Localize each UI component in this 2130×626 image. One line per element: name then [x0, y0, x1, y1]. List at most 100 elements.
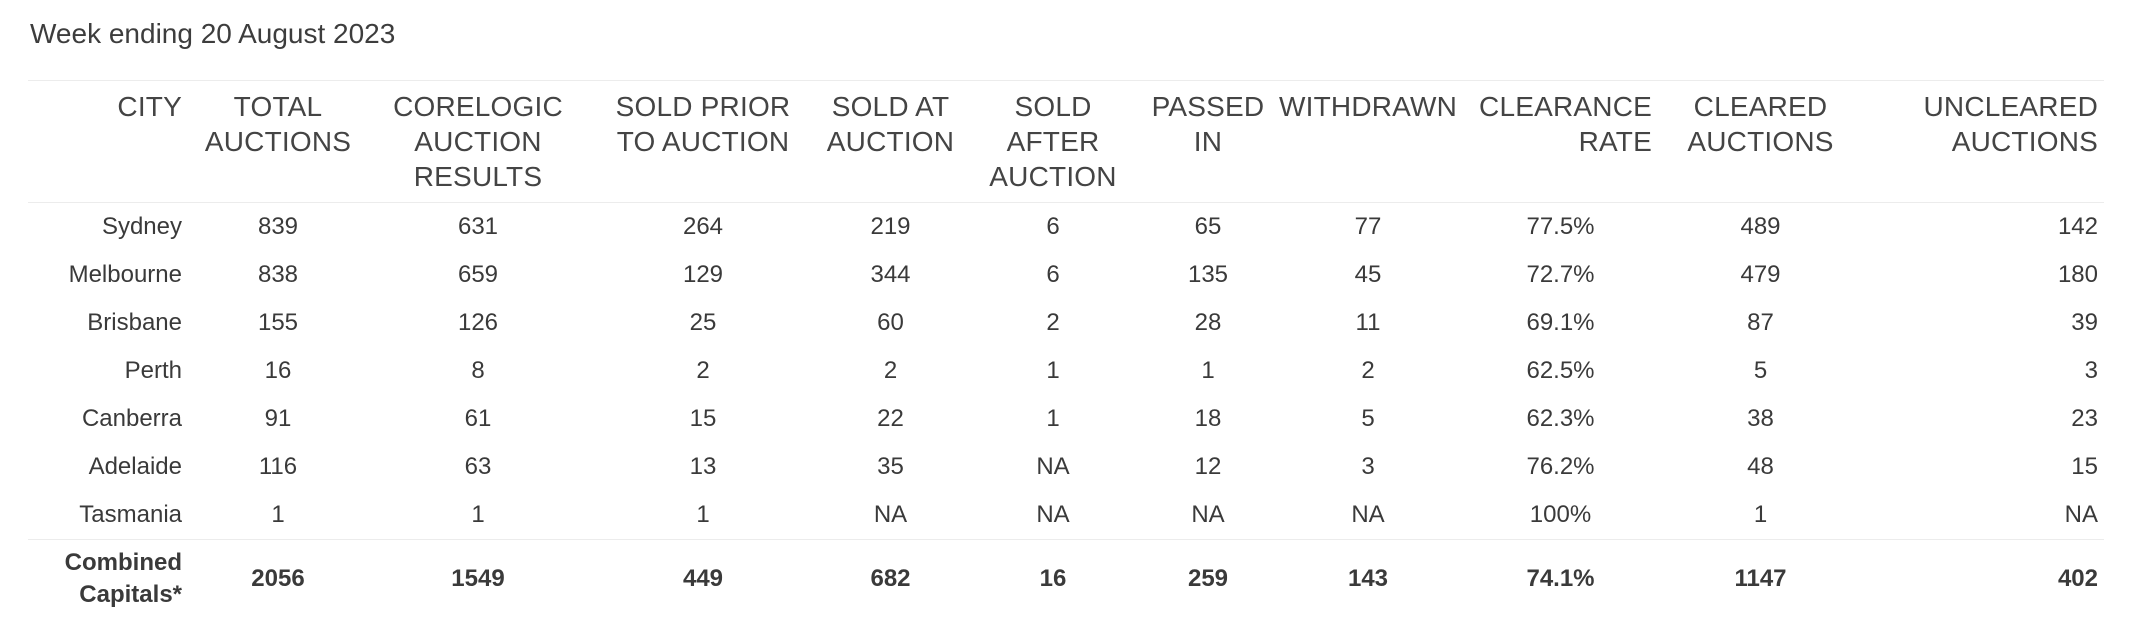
col-header-line: AUCTIONS [1951, 126, 2098, 157]
cell-sold-at: NA [873, 501, 908, 528]
cell-total: 16 [264, 357, 292, 384]
cell-sold-prior: 1 [696, 501, 710, 528]
header-row: CITY TOTAL AUCTIONS CORELOGIC AUCTION RE… [28, 80, 2104, 203]
cell-corelogic: 1 [471, 501, 485, 528]
cell-passed-in: 259 [1187, 565, 1229, 592]
col-header-line: UNCLEARED [1923, 91, 2098, 122]
cell-cleared: 1147 [1734, 565, 1787, 592]
col-header-line: AUCTION [414, 126, 542, 157]
cell-city: Canberra [81, 405, 182, 432]
cell-city: Adelaide [88, 453, 182, 480]
col-header-passed-in: PASSED IN [1143, 81, 1273, 203]
cell-uncleared: 3 [2084, 357, 2098, 384]
col-header-line: TO AUCTION [616, 126, 790, 157]
total-label-line: Combined [64, 549, 182, 576]
cell-sold-at: 35 [877, 453, 904, 480]
cell-sold-at: 60 [877, 309, 904, 336]
cell-uncleared: NA [2064, 501, 2098, 528]
cell-uncleared: 39 [2071, 309, 2098, 336]
cell-withdrawn: 45 [1354, 261, 1382, 288]
cell-sold-at: 219 [870, 213, 911, 240]
cell-city: Melbourne [68, 261, 182, 288]
cell-sold-prior: 264 [682, 213, 724, 240]
cell-total: 2056 [251, 565, 305, 592]
cell-clearance-rate: 62.3% [1526, 405, 1595, 432]
cell-corelogic: 659 [457, 261, 499, 288]
col-header-total-auctions: TOTAL AUCTIONS [188, 81, 368, 203]
cell-sold-after: 6 [1046, 213, 1060, 240]
cell-cleared: 87 [1747, 309, 1774, 336]
cell-withdrawn: 143 [1347, 565, 1389, 592]
col-header-line: AUCTIONS [204, 126, 352, 157]
cell-passed-in: 18 [1194, 405, 1222, 432]
col-header-city-label: CITY [117, 91, 182, 122]
cell-corelogic: 63 [464, 453, 492, 480]
cell-sold-after: NA [1036, 501, 1070, 528]
cell-cleared: 1 [1753, 501, 1768, 528]
cell-total: 838 [257, 261, 299, 288]
table-header: CITY TOTAL AUCTIONS CORELOGIC AUCTION RE… [28, 80, 2104, 203]
col-header-cleared: CLEARED AUCTIONS [1658, 81, 1863, 203]
col-header-corelogic-results: CORELOGIC AUCTION RESULTS [368, 81, 588, 203]
cell-total: 91 [264, 405, 292, 432]
table-row: Adelaide 116 63 13 35 NA 12 3 76.2% 48 1… [28, 443, 2104, 491]
col-header-uncleared: UNCLEARED AUCTIONS [1863, 81, 2104, 203]
total-row: Combined Capitals* 2056 1549 449 682 16 … [28, 539, 2104, 619]
cell-corelogic: 631 [457, 213, 499, 240]
cell-sold-prior: 129 [682, 261, 724, 288]
table-footer: Combined Capitals* 2056 1549 449 682 16 … [28, 539, 2104, 619]
cell-uncleared: 15 [2071, 453, 2098, 480]
cell-sold-prior: 449 [682, 565, 724, 592]
cell-withdrawn: 2 [1361, 357, 1375, 384]
col-header-line: IN [1193, 126, 1223, 157]
cell-sold-after: 2 [1046, 309, 1060, 336]
col-header-line: TOTAL [233, 91, 323, 122]
cell-uncleared: 142 [2057, 213, 2098, 240]
col-header-line: CLEARED [1693, 91, 1828, 122]
cell-city: Brisbane [87, 309, 182, 336]
cell-uncleared: 180 [2057, 261, 2098, 288]
table-row: Sydney 839 631 264 219 6 65 77 77.5% 489… [28, 203, 2104, 252]
cell-clearance-rate: 100% [1529, 501, 1592, 528]
cell-total: 839 [257, 213, 299, 240]
cell-uncleared: 402 [2057, 565, 2098, 592]
col-header-line: RATE [1578, 126, 1652, 157]
col-header-line: CORELOGIC [393, 91, 563, 122]
cell-uncleared: 23 [2071, 405, 2098, 432]
total-label-line: Capitals* [79, 581, 182, 608]
col-header-city: CITY [28, 81, 188, 203]
cell-sold-at: 22 [877, 405, 904, 432]
col-header-line: AUCTIONS [1687, 126, 1834, 157]
cell-passed-in: NA [1191, 501, 1225, 528]
cell-passed-in: 12 [1194, 453, 1222, 480]
cell-withdrawn: 77 [1354, 213, 1382, 240]
cell-clearance-rate: 69.1% [1526, 309, 1595, 336]
cell-sold-prior: 13 [689, 453, 717, 480]
col-header-line: PASSED [1151, 91, 1265, 122]
cell-sold-after: 1 [1046, 357, 1060, 384]
cell-city: Perth [124, 357, 182, 384]
cell-sold-prior: 2 [696, 357, 710, 384]
cell-withdrawn: 5 [1361, 405, 1375, 432]
cell-cleared: 48 [1747, 453, 1774, 480]
cell-clearance-rate: 74.1% [1526, 565, 1595, 592]
col-header-line: CLEARANCE [1479, 91, 1652, 122]
cell-corelogic: 8 [471, 357, 485, 384]
cell-city: Tasmania [79, 501, 182, 528]
cell-sold-after: 6 [1046, 261, 1060, 288]
col-header-sold-after: SOLD AFTER AUCTION [963, 81, 1143, 203]
auction-results-table: CITY TOTAL AUCTIONS CORELOGIC AUCTION RE… [28, 80, 2104, 618]
cell-clearance-rate: 76.2% [1526, 453, 1595, 480]
cell-sold-after: 16 [1039, 565, 1067, 592]
cell-sold-at: 682 [870, 565, 911, 592]
cell-sold-after: 1 [1046, 405, 1060, 432]
col-header-line: AUCTION [989, 161, 1117, 192]
col-header-sold-at: SOLD AT AUCTION [818, 81, 963, 203]
cell-passed-in: 135 [1187, 261, 1229, 288]
col-header-withdrawn: WITHDRAWN [1273, 81, 1463, 203]
col-header-line: SOLD AT [831, 91, 950, 122]
col-header-line: AUCTION [826, 126, 955, 157]
cell-passed-in: 28 [1194, 309, 1222, 336]
col-header-clearance-rate: CLEARANCE RATE [1463, 81, 1658, 203]
table-row: Perth 16 8 2 2 1 1 2 62.5% 5 3 [28, 347, 2104, 395]
